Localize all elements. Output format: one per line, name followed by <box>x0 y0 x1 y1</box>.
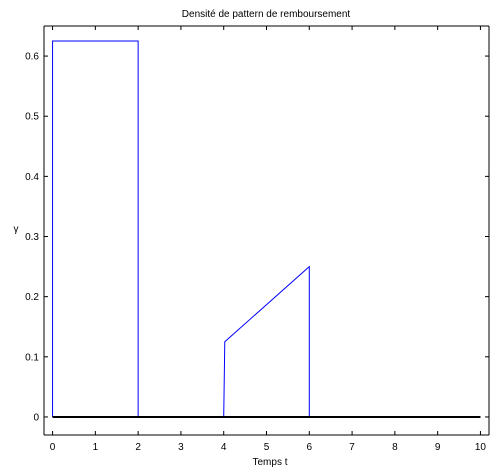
x-tick-label: 3 <box>178 442 184 453</box>
x-tick-label: 1 <box>93 442 99 453</box>
y-tick-label: 0.5 <box>25 112 39 123</box>
y-tick-label: 0.1 <box>25 352 39 363</box>
x-tick-label: 7 <box>349 442 355 453</box>
x-tick-label: 5 <box>264 442 270 453</box>
x-tick-label: 2 <box>135 442 141 453</box>
x-tick-label: 4 <box>221 442 227 453</box>
y-tick-label: 0.2 <box>25 292 39 303</box>
series-layer <box>52 40 481 418</box>
chart-title: Densité de pattern de remboursement <box>182 9 351 20</box>
x-axis-ticks: 0 1 2 3 4 5 6 7 8 9 10 <box>50 26 487 453</box>
x-tick-label: 6 <box>307 442 313 453</box>
plot-area <box>44 26 489 435</box>
y-tick-label: 0.4 <box>25 172 39 183</box>
x-tick-label: 10 <box>475 442 487 453</box>
y-tick-label: 0 <box>33 412 39 423</box>
x-axis-title: Temps t <box>252 457 287 468</box>
y-axis-title: γ <box>14 224 19 235</box>
y-axis-ticks: 0 0.1 0.2 0.3 0.4 0.5 0.6 <box>25 52 489 423</box>
y-tick-label: 0.6 <box>25 52 39 63</box>
x-tick-label: 0 <box>50 442 56 453</box>
y-tick-label: 0.3 <box>25 232 39 243</box>
x-tick-label: 8 <box>392 442 398 453</box>
x-tick-label: 9 <box>435 442 441 453</box>
